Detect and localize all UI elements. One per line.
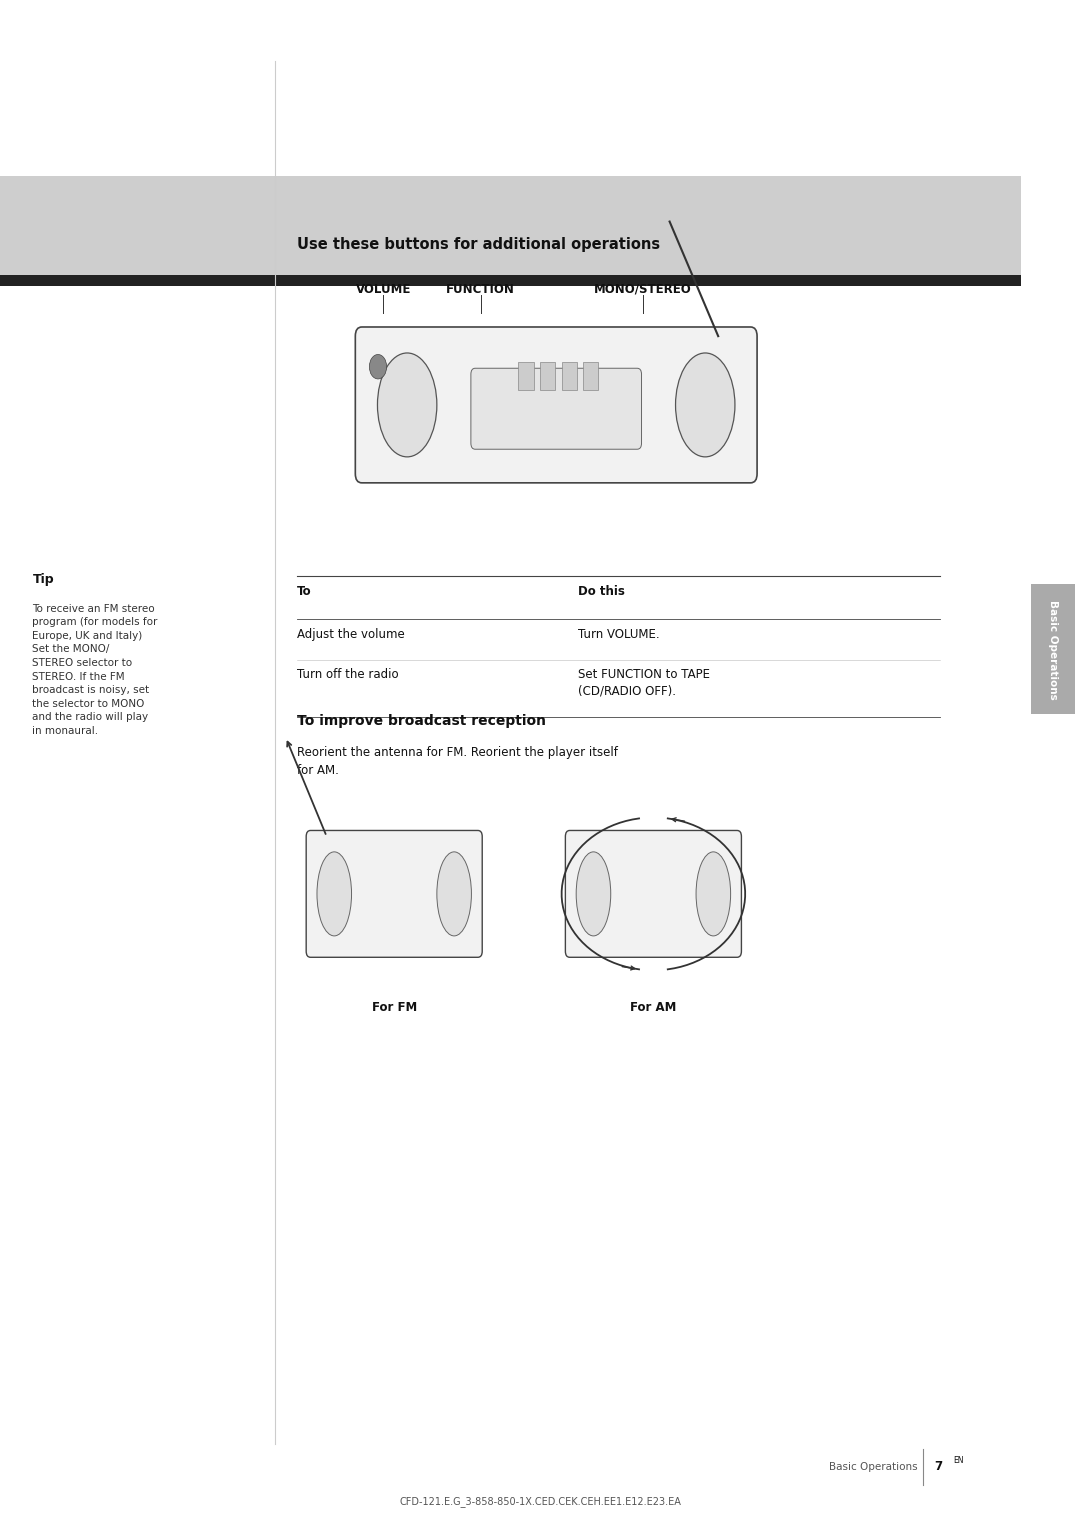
Text: Turn VOLUME.: Turn VOLUME. — [578, 628, 660, 642]
FancyBboxPatch shape — [471, 368, 642, 449]
Text: 7: 7 — [934, 1461, 943, 1473]
Text: To receive an FM stereo
program (for models for
Europe, UK and Italy)
Set the MO: To receive an FM stereo program (for mod… — [32, 604, 158, 736]
Text: For AM: For AM — [631, 1001, 676, 1015]
Text: Tip: Tip — [32, 573, 54, 587]
Text: VOLUME: VOLUME — [355, 283, 411, 296]
FancyBboxPatch shape — [307, 830, 483, 957]
Bar — [1031, 584, 1075, 715]
Circle shape — [369, 354, 387, 379]
Text: EN: EN — [954, 1456, 964, 1465]
Bar — [518, 362, 534, 390]
Bar — [0, 176, 1021, 275]
FancyBboxPatch shape — [355, 327, 757, 483]
Text: Basic Operations: Basic Operations — [1048, 599, 1058, 700]
Ellipse shape — [436, 853, 471, 935]
Text: CFD-121.E.G_3-858-850-1X.CED.CEK.CEH.EE1.E12.E23.EA: CFD-121.E.G_3-858-850-1X.CED.CEK.CEH.EE1… — [400, 1496, 680, 1508]
Ellipse shape — [696, 853, 730, 935]
Text: Basic Operations: Basic Operations — [829, 1462, 918, 1471]
FancyBboxPatch shape — [566, 830, 741, 957]
Text: Turn off the radio: Turn off the radio — [297, 668, 399, 681]
Ellipse shape — [676, 353, 735, 457]
Bar — [583, 362, 598, 390]
Text: Use these buttons for additional operations: Use these buttons for additional operati… — [297, 237, 660, 252]
Text: Adjust the volume: Adjust the volume — [297, 628, 405, 642]
Text: To: To — [297, 585, 312, 599]
Ellipse shape — [378, 353, 436, 457]
Bar — [562, 362, 577, 390]
Text: Do this: Do this — [578, 585, 624, 599]
Text: MONO/STEREO: MONO/STEREO — [594, 283, 691, 296]
Text: FUNCTION: FUNCTION — [446, 283, 515, 296]
Bar — [540, 362, 555, 390]
Ellipse shape — [577, 853, 611, 935]
Text: For FM: For FM — [372, 1001, 417, 1015]
Text: To improve broadcast reception: To improve broadcast reception — [297, 714, 546, 727]
Bar — [0, 275, 1021, 286]
Text: Reorient the antenna for FM. Reorient the player itself
for AM.: Reorient the antenna for FM. Reorient th… — [297, 746, 618, 776]
Text: Set FUNCTION to TAPE
(CD/RADIO OFF).: Set FUNCTION to TAPE (CD/RADIO OFF). — [578, 668, 710, 698]
Ellipse shape — [318, 853, 351, 935]
